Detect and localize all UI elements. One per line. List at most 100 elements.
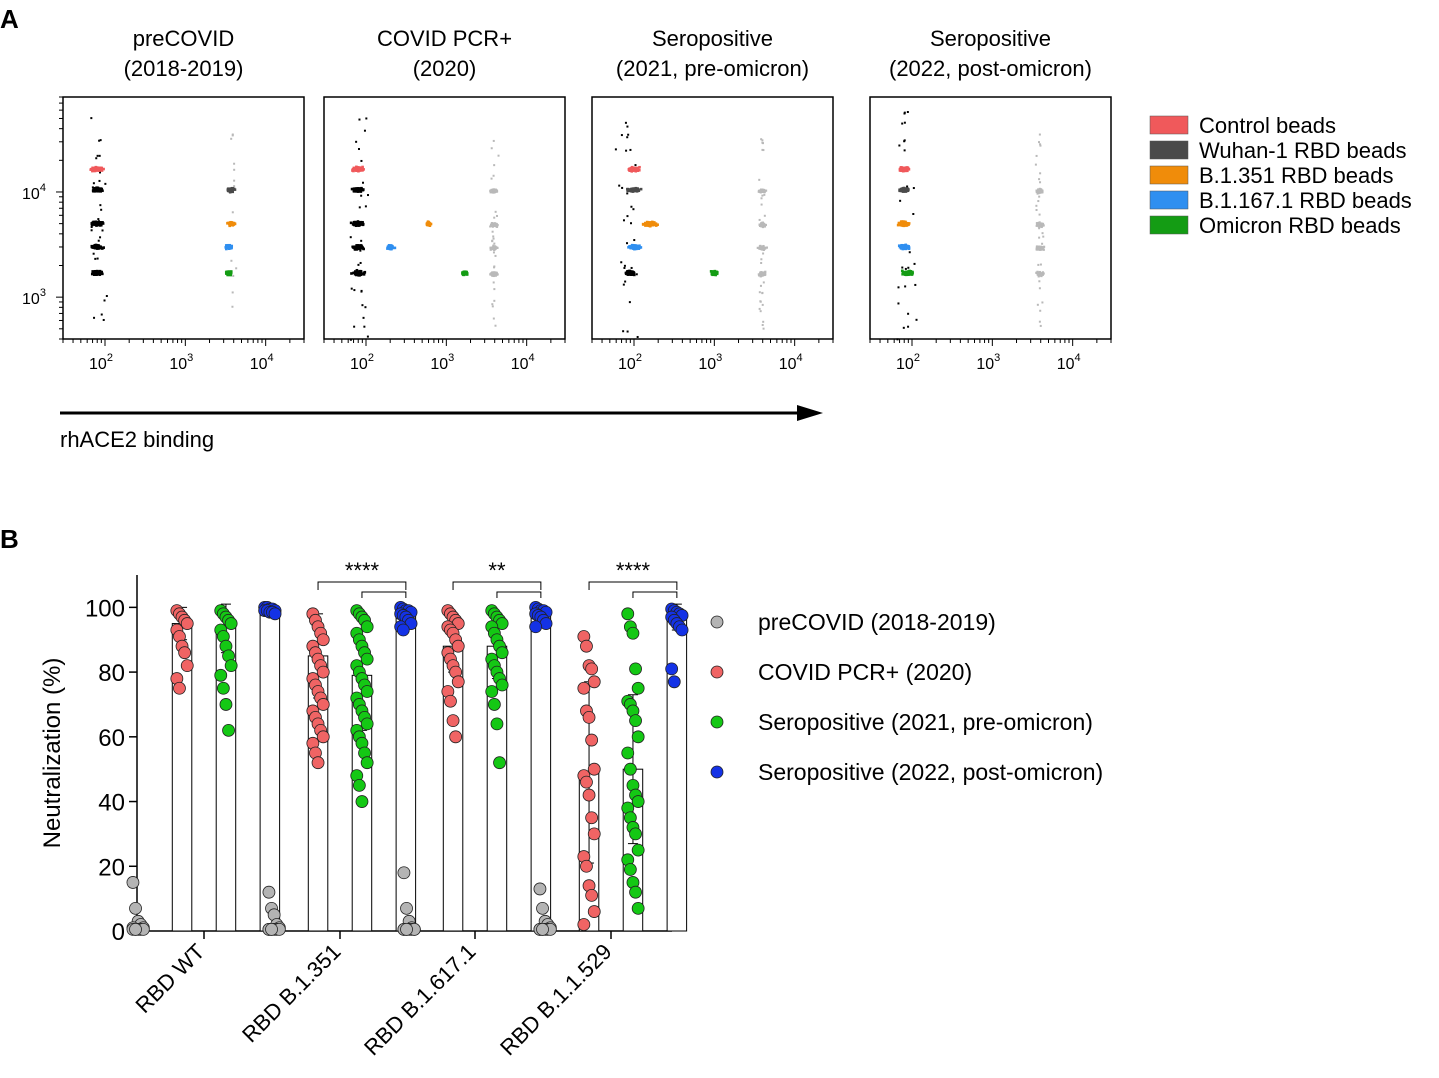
flow-dot: [359, 168, 363, 171]
flow-plot-frame: [323, 96, 566, 340]
flow-dot: [95, 157, 98, 160]
flow-dot: [758, 291, 761, 294]
flow-dot: [492, 191, 496, 194]
flow-dot: [908, 251, 911, 254]
flow-dot: [912, 187, 915, 190]
x-tick-label: RBD B.1.351: [237, 939, 345, 1047]
flow-dot: [231, 134, 234, 137]
flow-dot: [1037, 224, 1040, 227]
flow-dot: [359, 249, 362, 252]
flow-dot: [630, 266, 633, 269]
flow-dot: [492, 235, 495, 238]
data-point: [587, 827, 601, 841]
flow-dot: [635, 273, 638, 276]
flow-dot: [349, 338, 352, 341]
flow-dot: [100, 313, 103, 316]
flow-dot: [98, 139, 101, 142]
flow-dot: [760, 261, 763, 264]
data-point: [129, 901, 142, 915]
flow-dots: [896, 110, 1046, 341]
flow-dot: [628, 273, 632, 276]
flow-dot: [759, 300, 762, 303]
flow-dot: [902, 189, 905, 193]
flow-dot: [762, 252, 765, 255]
data-point: [580, 859, 593, 873]
data-point: [529, 620, 543, 634]
flow-dot: [95, 166, 99, 169]
legend-a-swatch: [1149, 115, 1189, 135]
flow-dot: [899, 199, 902, 202]
data-point: [397, 866, 411, 880]
flow-dot: [632, 208, 635, 211]
flow-dot: [903, 139, 906, 142]
data-point: [180, 617, 194, 630]
flow-dot: [489, 246, 492, 250]
flow-dot: [99, 204, 102, 207]
data-point: [446, 714, 460, 728]
flow-dot: [95, 224, 98, 227]
data-point: [224, 617, 238, 630]
flow-dot: [1038, 221, 1041, 224]
data-point: [451, 675, 465, 689]
flow-dot: [232, 274, 235, 277]
flow-dot: [763, 214, 766, 217]
flow-dot: [630, 270, 634, 273]
flow-dot: [92, 223, 95, 226]
flow-dot: [102, 167, 105, 171]
data-point: [577, 681, 591, 695]
flow-dot: [760, 271, 763, 274]
flow-dot: [102, 318, 105, 321]
flow-dot: [898, 144, 901, 147]
flow-dot: [765, 246, 768, 249]
data-point: [222, 723, 235, 737]
flow-dot: [626, 330, 629, 333]
flow-dot: [99, 236, 102, 239]
flow-dot: [1038, 189, 1041, 192]
data-point: [180, 659, 194, 673]
flow-dot: [904, 285, 907, 288]
legend-b-label: Seropositive (2021, pre-omicron): [758, 709, 1093, 735]
data-point: [487, 698, 501, 711]
data-point: [629, 885, 642, 899]
flow-dot: [761, 148, 764, 151]
flow-dot: [360, 159, 363, 162]
data-point: [400, 922, 413, 936]
data-point: [577, 918, 591, 931]
flow-x-tick-label: 103: [169, 352, 193, 373]
bracket-line: [452, 581, 542, 590]
flow-dot: [636, 189, 640, 192]
flow-dot: [95, 168, 99, 171]
panel-a-label: A: [0, 4, 19, 34]
data-point: [582, 788, 596, 802]
y-tick-label: 40: [98, 790, 125, 817]
flow-dot: [226, 221, 230, 225]
flow-dot: [761, 139, 764, 142]
flow-dot: [760, 246, 764, 249]
flow-dot: [357, 148, 360, 151]
flow-dots: [614, 121, 768, 338]
flow-dot: [97, 218, 100, 221]
flow-dot: [710, 270, 714, 274]
data-point: [631, 901, 645, 915]
flow-dot: [650, 223, 654, 227]
flow-dot: [716, 271, 719, 274]
flow-dot: [233, 185, 236, 188]
flow-dot: [226, 272, 230, 276]
flow-dot: [622, 219, 625, 222]
flow-dot: [98, 271, 102, 275]
data-point: [360, 756, 374, 770]
bracket-line: [317, 581, 407, 590]
flow-dot: [94, 257, 97, 260]
data-point: [675, 623, 689, 637]
flow-plot-2: COVID PCR+ (2020) 102 103 104: [323, 26, 566, 373]
flow-dot: [903, 149, 906, 152]
flow-dot: [94, 273, 98, 276]
flow-dot: [355, 248, 359, 251]
flow-dot: [235, 267, 238, 270]
flow-dot: [1039, 309, 1042, 312]
flow-dot: [634, 187, 637, 191]
flow-dot: [96, 188, 99, 192]
flow-dot: [761, 271, 764, 274]
flow-dot: [646, 223, 650, 226]
flow-dot: [496, 246, 499, 250]
